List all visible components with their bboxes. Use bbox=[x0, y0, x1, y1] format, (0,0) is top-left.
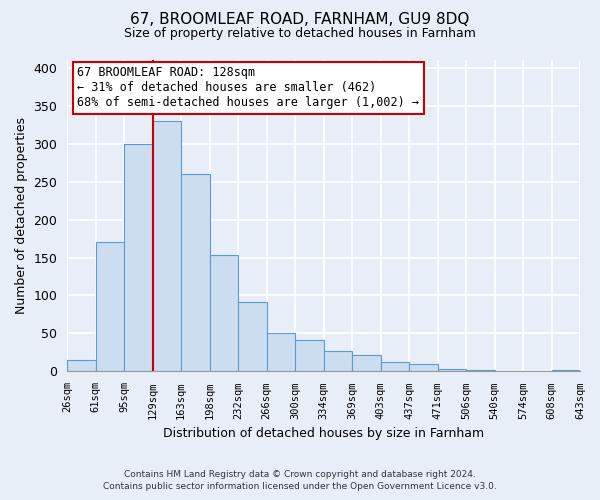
Bar bbox=[209, 255, 238, 372]
Bar bbox=[551, 370, 580, 372]
X-axis label: Distribution of detached houses by size in Farnham: Distribution of detached houses by size … bbox=[163, 427, 484, 440]
Bar bbox=[494, 370, 523, 372]
Bar bbox=[323, 351, 352, 372]
Bar bbox=[181, 174, 209, 372]
Text: Size of property relative to detached houses in Farnham: Size of property relative to detached ho… bbox=[124, 26, 476, 40]
Bar bbox=[380, 362, 409, 372]
Bar bbox=[437, 369, 466, 372]
Bar bbox=[409, 364, 437, 372]
Text: Contains HM Land Registry data © Crown copyright and database right 2024.
Contai: Contains HM Land Registry data © Crown c… bbox=[103, 470, 497, 491]
Bar bbox=[352, 354, 380, 372]
Bar bbox=[124, 144, 152, 372]
Bar bbox=[466, 370, 494, 372]
Bar bbox=[67, 360, 95, 372]
Bar bbox=[266, 334, 295, 372]
Y-axis label: Number of detached properties: Number of detached properties bbox=[15, 117, 28, 314]
Bar bbox=[152, 121, 181, 372]
Text: 67 BROOMLEAF ROAD: 128sqm
← 31% of detached houses are smaller (462)
68% of semi: 67 BROOMLEAF ROAD: 128sqm ← 31% of detac… bbox=[77, 66, 419, 109]
Bar bbox=[95, 242, 124, 372]
Bar bbox=[523, 370, 551, 372]
Bar bbox=[295, 340, 323, 372]
Bar bbox=[238, 302, 266, 372]
Text: 67, BROOMLEAF ROAD, FARNHAM, GU9 8DQ: 67, BROOMLEAF ROAD, FARNHAM, GU9 8DQ bbox=[130, 12, 470, 28]
